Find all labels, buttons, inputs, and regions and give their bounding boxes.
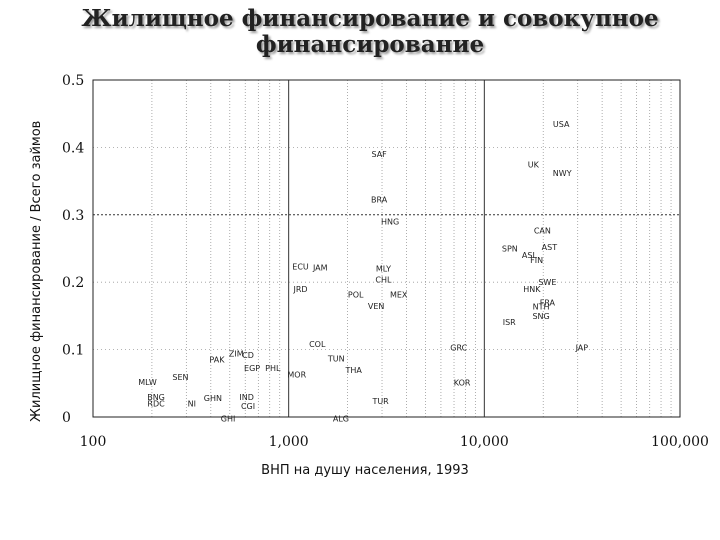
data-point-label: ASL bbox=[522, 251, 538, 260]
x-tick-label: 100 bbox=[80, 434, 107, 450]
data-point-label: ECU bbox=[292, 263, 309, 272]
data-point-label: CD bbox=[242, 351, 254, 360]
x-tick-label: 100,000 bbox=[651, 434, 709, 450]
data-point-label: USA bbox=[553, 120, 570, 129]
data-point-label: BRA bbox=[371, 195, 388, 204]
data-point-label: NTH bbox=[533, 302, 550, 311]
tick-labels: 100 1,000 10,000 100,000 0 0.1 0.2 0.3 0.4 0.5 bbox=[62, 73, 709, 450]
data-point-label: GRC bbox=[450, 344, 467, 353]
data-point-label: HNG bbox=[381, 218, 399, 227]
data-point-label: IND bbox=[239, 393, 254, 402]
data-point-label: CGI bbox=[241, 402, 255, 411]
data-point-label: ZIM bbox=[229, 350, 244, 359]
data-point-label: ISR bbox=[503, 318, 516, 327]
x-tick-label: 1,000 bbox=[269, 434, 309, 450]
data-point-label: GHI bbox=[221, 414, 236, 423]
data-point-label: ALG bbox=[333, 414, 349, 423]
data-point-label: TUN bbox=[327, 354, 345, 363]
data-point-label: MLY bbox=[376, 265, 391, 274]
data-point-label: SNG bbox=[532, 312, 549, 321]
y-tick-label: 0.2 bbox=[62, 275, 84, 291]
data-point-label: MOR bbox=[287, 371, 306, 380]
data-point-label: SPN bbox=[502, 245, 518, 254]
data-point-label: MEX bbox=[390, 290, 408, 299]
data-point-label: COL bbox=[309, 340, 326, 349]
data-point-label: FRA bbox=[540, 298, 556, 307]
data-point-label: CHL bbox=[375, 276, 392, 285]
data-point-label: SEN bbox=[172, 373, 188, 382]
data-point-label: VEN bbox=[368, 302, 385, 311]
data-point-label: RDC bbox=[147, 400, 165, 409]
data-point-label: NWY bbox=[553, 169, 572, 178]
data-point-label: HNK bbox=[523, 285, 541, 294]
data-point-label: JAM bbox=[312, 263, 328, 272]
data-point-label: CAN bbox=[534, 226, 551, 235]
data-point-label: PHL bbox=[265, 364, 281, 373]
x-axis-title: ВНП на душу населения, 1993 bbox=[261, 463, 469, 478]
y-tick-label: 0.5 bbox=[62, 73, 84, 89]
y-axis-title: Жилищное финансирование / Всего займов bbox=[29, 120, 44, 422]
data-point-label: JRD bbox=[293, 285, 308, 294]
data-point-label: BNG bbox=[147, 393, 165, 402]
plot-frame bbox=[92, 79, 681, 418]
data-point-label: PAK bbox=[209, 356, 225, 365]
y-tick-label: 0 bbox=[62, 410, 71, 426]
y-tick-label: 0.1 bbox=[62, 343, 84, 359]
chart-title-line-2: финансирование bbox=[255, 31, 485, 58]
chart-title-line-1: Жилищное финансирование и совокупное bbox=[81, 5, 659, 32]
data-point-label: UK bbox=[528, 160, 540, 169]
data-point-label: AST bbox=[542, 243, 558, 252]
data-point-label: POL bbox=[348, 290, 364, 299]
data-point-label: FIN bbox=[530, 256, 543, 265]
data-point-label: TUR bbox=[371, 397, 389, 406]
data-point-label: KOR bbox=[454, 379, 471, 388]
data-point-label: NI bbox=[188, 400, 196, 409]
data-point-label: EGP bbox=[244, 364, 260, 373]
data-point-label: JAP bbox=[575, 344, 589, 353]
y-tick-label: 0.4 bbox=[62, 140, 84, 156]
data-point-label: SAF bbox=[371, 150, 387, 159]
x-tick-label: 10,000 bbox=[460, 434, 509, 450]
data-point-label: GHN bbox=[204, 394, 222, 403]
data-point-label: THA bbox=[345, 366, 363, 375]
y-tick-label: 0.3 bbox=[62, 208, 84, 224]
data-point-label: SWE bbox=[538, 278, 556, 287]
data-point-label: MLW bbox=[138, 378, 157, 387]
chart-title: Жилищное финансирование и совокупное фин… bbox=[40, 6, 700, 58]
grid-lines bbox=[93, 80, 680, 417]
